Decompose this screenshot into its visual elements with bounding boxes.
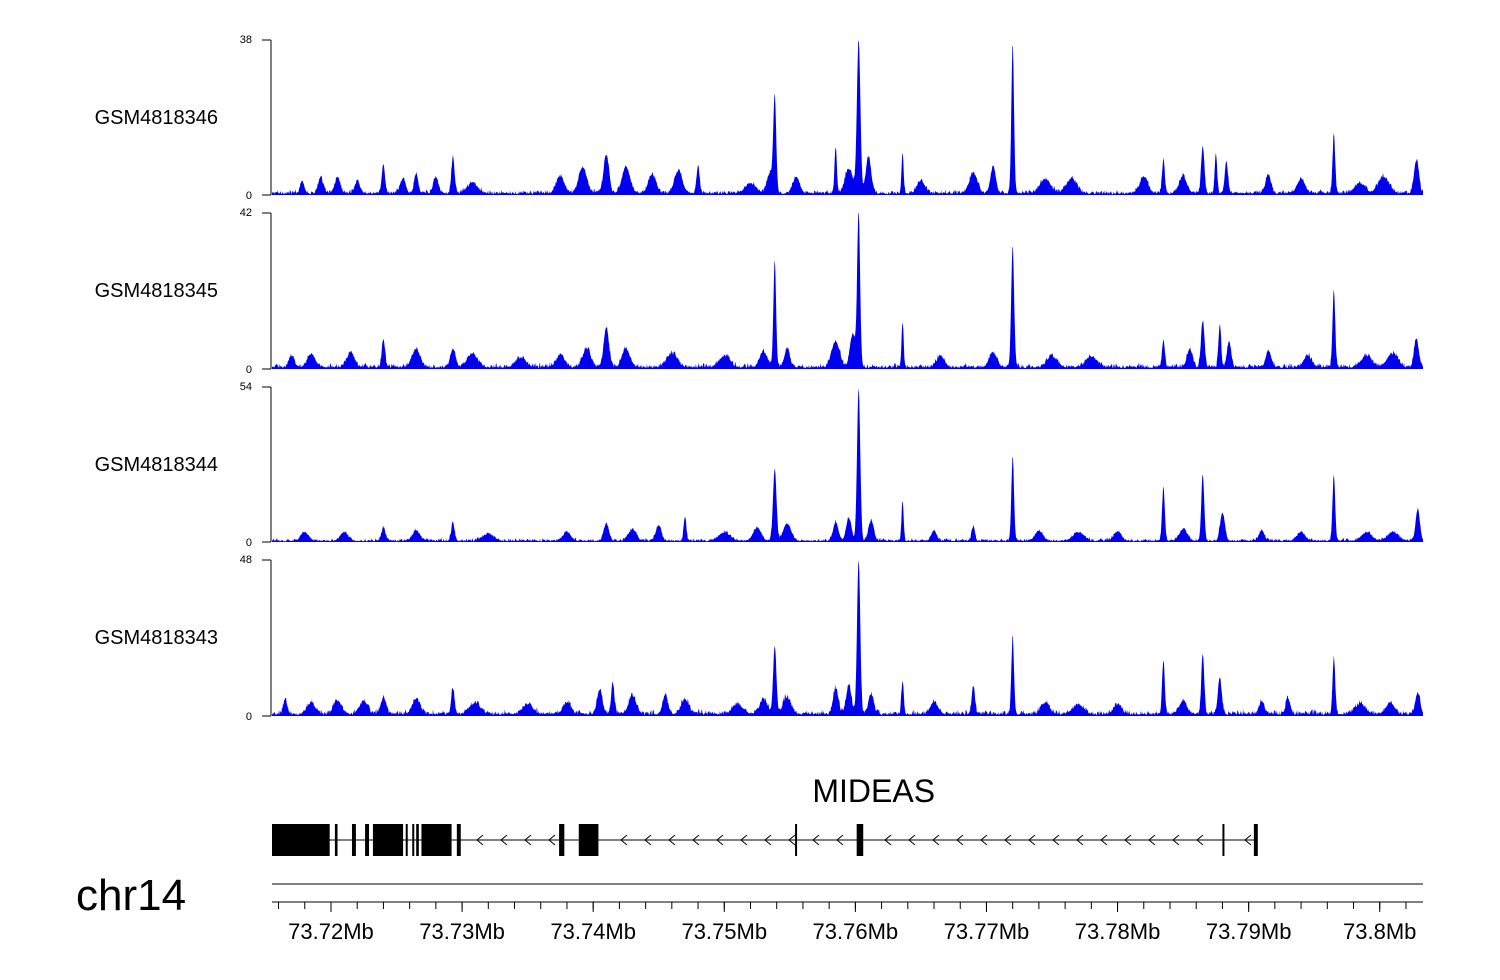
- strand-chevron: [476, 834, 484, 846]
- gene-name-label: MIDEAS: [812, 773, 935, 809]
- genome-axis: 73.72Mb 73.73Mb 73.74Mb 73.75Mb 73.76Mb 73.77…: [76, 871, 1423, 944]
- x-tick-label: 73.78Mb: [1075, 919, 1161, 944]
- strand-chevron: [1100, 834, 1108, 846]
- signal-area-GSM4818346: [272, 40, 1423, 195]
- y-tick-label-max: 54: [240, 381, 252, 393]
- strand-chevron: [1172, 834, 1180, 846]
- strand-chevron: [668, 834, 676, 846]
- exon-block: [412, 824, 415, 856]
- x-tick-label: 73.72Mb: [288, 919, 374, 944]
- exon-block: [421, 824, 452, 856]
- strand-chevron: [1196, 834, 1204, 846]
- strand-chevron: [764, 834, 772, 846]
- strand-chevron: [644, 834, 652, 846]
- strand-chevron: [884, 834, 892, 846]
- x-tick-label: 73.74Mb: [550, 919, 636, 944]
- x-tick-label: 73.76Mb: [813, 919, 899, 944]
- track-label: GSM4818344: [95, 454, 218, 476]
- strand-chevron: [1052, 834, 1060, 846]
- strand-chevron: [548, 834, 556, 846]
- strand-chevron: [716, 834, 724, 846]
- strand-chevron: [980, 834, 988, 846]
- exon-block: [416, 824, 419, 856]
- x-tick-label: 73.77Mb: [944, 919, 1030, 944]
- track-label: GSM4818343: [95, 627, 218, 649]
- strand-chevron: [932, 834, 940, 846]
- strand-chevron: [500, 834, 508, 846]
- strand-chevron: [1148, 834, 1156, 846]
- exon-block: [1253, 824, 1258, 856]
- y-tick-label-zero: 0: [246, 190, 252, 202]
- signal-area-GSM4818343: [272, 560, 1423, 716]
- exon-block: [578, 824, 599, 856]
- x-tick-label: 73.73Mb: [419, 919, 505, 944]
- y-tick-label-zero: 0: [246, 711, 252, 723]
- y-tick-label-zero: 0: [246, 364, 252, 376]
- strand-chevron: [620, 834, 628, 846]
- signal-area-GSM4818345: [272, 213, 1423, 369]
- exon-block: [365, 824, 370, 856]
- signal-area-GSM4818344: [272, 388, 1423, 542]
- track-label: GSM4818346: [95, 107, 218, 129]
- x-tick-label: 73.8Mb: [1343, 919, 1416, 944]
- track-GSM4818346: 38 0 GSM4818346: [95, 34, 1423, 202]
- exon-block: [334, 824, 338, 856]
- y-tick-label-max: 48: [240, 554, 252, 566]
- exon-block: [559, 824, 565, 856]
- strand-chevron: [740, 834, 748, 846]
- strand-chevron: [836, 834, 844, 846]
- exon-block: [456, 824, 461, 856]
- strand-chevron: [1028, 834, 1036, 846]
- strand-chevron: [1244, 834, 1252, 846]
- strand-chevron: [788, 834, 796, 846]
- x-tick-label: 73.79Mb: [1206, 919, 1292, 944]
- exon-block: [856, 824, 864, 856]
- strand-chevron: [692, 834, 700, 846]
- exon-block: [1222, 824, 1225, 856]
- exon-block: [272, 824, 330, 856]
- strand-chevron: [956, 834, 964, 846]
- y-tick-label-max: 42: [240, 207, 252, 219]
- exon-block: [405, 824, 408, 856]
- signal-tracks: 38 0 GSM4818346 42 0 GSM4818345 54 0 GSM4818344 4…: [95, 34, 1423, 723]
- strand-chevron: [1124, 834, 1132, 846]
- y-tick-label-zero: 0: [246, 537, 252, 549]
- track-label: GSM4818345: [95, 280, 218, 302]
- strand-chevron: [812, 834, 820, 846]
- strand-chevron: [1076, 834, 1084, 846]
- strand-chevron: [1004, 834, 1012, 846]
- exon-block: [795, 824, 798, 856]
- chromosome-label: chr14: [76, 871, 186, 920]
- track-GSM4818345: 42 0 GSM4818345: [95, 207, 1423, 376]
- gene-annotation: MIDEAS: [272, 773, 1258, 856]
- track-GSM4818344: 54 0 GSM4818344: [95, 381, 1423, 549]
- exon-block: [351, 824, 356, 856]
- track-GSM4818343: 48 0 GSM4818343: [95, 554, 1423, 723]
- strand-chevron: [908, 834, 916, 846]
- x-tick-label: 73.75Mb: [681, 919, 767, 944]
- y-tick-label-max: 38: [240, 34, 252, 46]
- exon-block: [372, 824, 404, 856]
- strand-chevron: [524, 834, 532, 846]
